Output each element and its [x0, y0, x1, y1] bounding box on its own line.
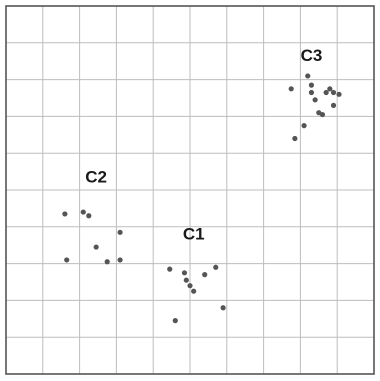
point-c3	[301, 123, 307, 129]
point-c3	[288, 86, 294, 92]
point-c1	[181, 270, 188, 276]
point-c2	[86, 213, 92, 219]
point-c3	[308, 89, 315, 96]
point-c3	[330, 89, 337, 96]
cluster-label-c2: C2	[85, 168, 107, 187]
point-c1	[183, 277, 189, 283]
point-c3	[330, 102, 337, 108]
point-c2	[104, 259, 110, 265]
point-c3	[292, 135, 298, 142]
point-c3	[327, 86, 333, 92]
point-c3	[308, 82, 315, 88]
point-c2	[117, 257, 123, 263]
point-c2	[80, 209, 86, 215]
point-c1	[220, 305, 226, 311]
point-c1	[187, 283, 193, 289]
cluster-label-c3: C3	[301, 46, 323, 65]
cluster-labels: C1 C2 C3	[85, 46, 322, 243]
point-c2	[64, 257, 70, 263]
point-c3	[316, 110, 322, 116]
point-c1	[213, 264, 219, 270]
point-c1	[202, 272, 208, 278]
point-c2	[93, 244, 99, 250]
point-c1	[191, 288, 197, 294]
point-c2	[62, 211, 68, 217]
plot-frame	[5, 5, 375, 375]
point-c3	[336, 91, 342, 97]
point-c3	[312, 97, 318, 103]
data-points	[62, 73, 342, 324]
point-c3	[323, 89, 329, 96]
point-c1	[172, 318, 178, 324]
point-c1	[167, 266, 173, 272]
point-c2	[117, 229, 123, 235]
cluster-label-c1: C1	[183, 225, 205, 244]
point-c3	[305, 73, 311, 79]
grid-lines	[6, 6, 374, 374]
